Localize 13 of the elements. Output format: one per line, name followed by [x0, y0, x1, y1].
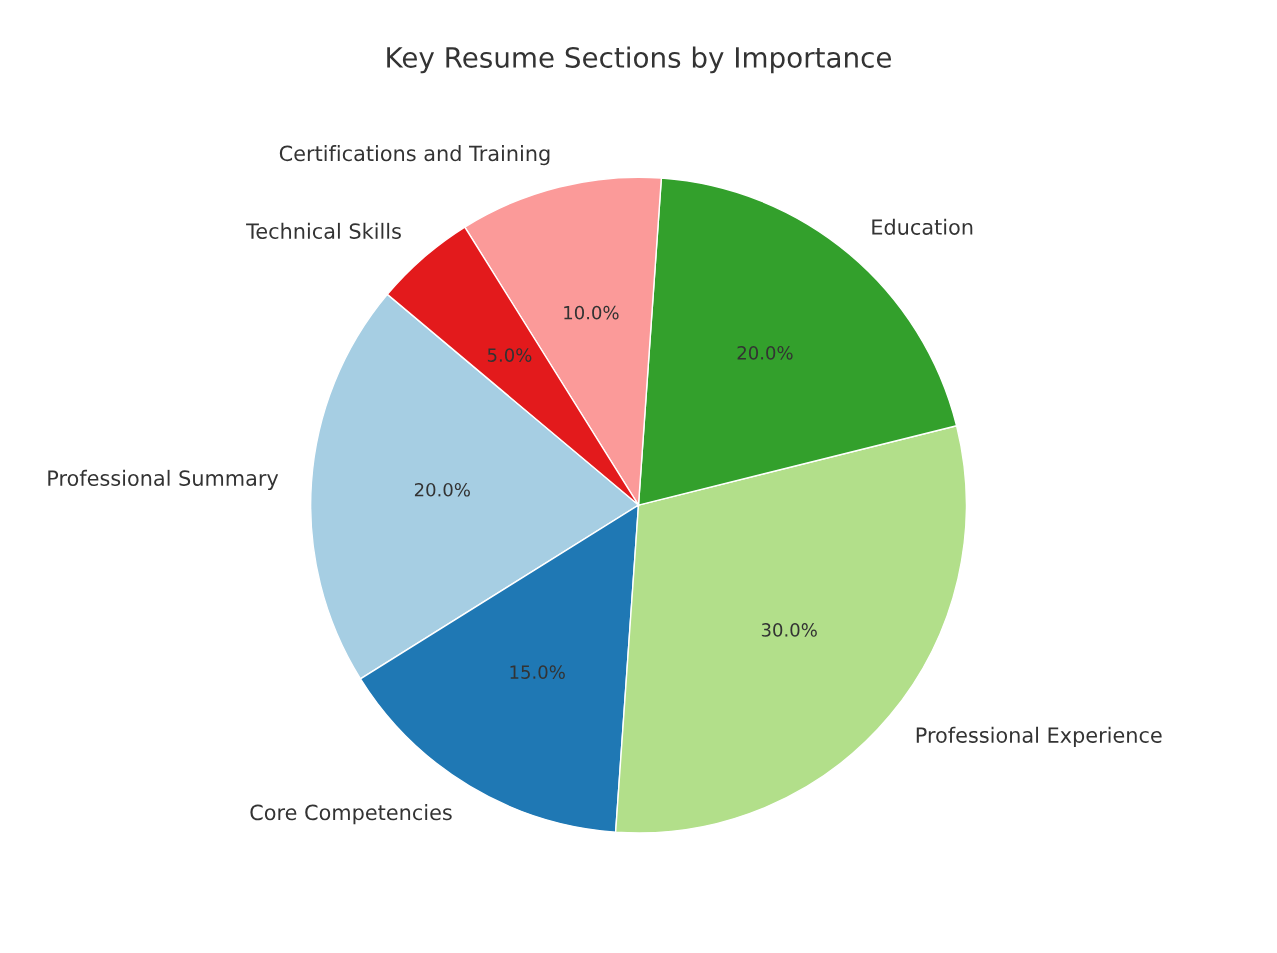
slice-label: Professional Summary [48, 469, 279, 491]
data-label: 5.0% [487, 348, 532, 362]
slice-label: Technical Skills [246, 222, 401, 239]
chart-title: Key Resume Sections by Importance [387, 46, 891, 74]
slice-label: Professional Experience [916, 726, 1162, 747]
slice-label: Certifications and Training [279, 145, 550, 166]
data-label: 10.0% [564, 305, 619, 320]
data-label: 30.0% [761, 623, 817, 637]
slice-label: Education [872, 218, 973, 235]
data-label: 20.0% [414, 482, 470, 497]
data-label: 15.0% [510, 665, 565, 679]
data-label: 20.0% [737, 345, 793, 360]
slice-label: Core Competencies [250, 804, 452, 825]
